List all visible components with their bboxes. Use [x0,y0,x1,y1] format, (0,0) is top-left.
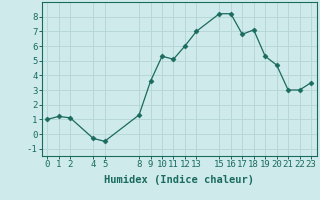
X-axis label: Humidex (Indice chaleur): Humidex (Indice chaleur) [104,175,254,185]
